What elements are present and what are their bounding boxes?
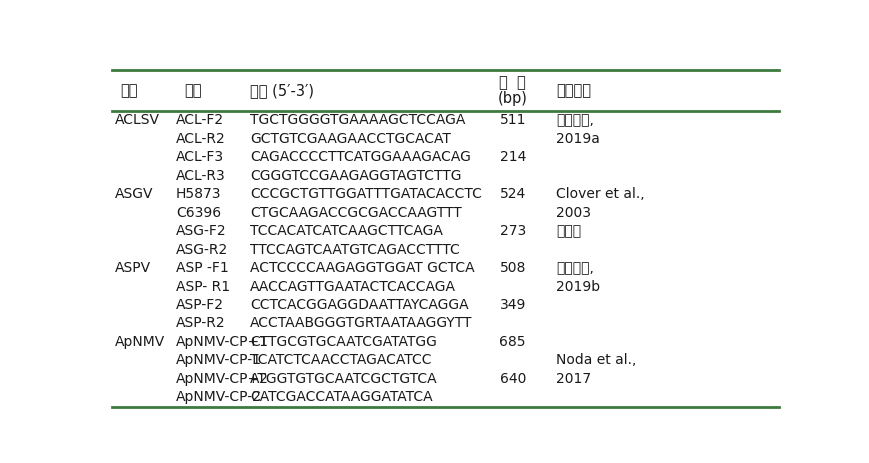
Text: ATGGTGTGCAATCGCTGTCA: ATGGTGTGCAATCGCTGTCA: [250, 372, 438, 386]
Text: CATCGACCATAAGGATATCA: CATCGACCATAAGGATATCA: [250, 390, 433, 405]
Text: 524: 524: [500, 187, 526, 201]
Text: CTTGCGTGCAATCGATATGG: CTTGCGTGCAATCGATATGG: [250, 335, 437, 349]
Text: 640: 640: [500, 372, 526, 386]
Text: ACL-R3: ACL-R3: [176, 169, 226, 182]
Text: 349: 349: [500, 298, 526, 312]
Text: TTCCAGTCAATGTCAGACCTTTC: TTCCAGTCAATGTCAGACCTTTC: [250, 243, 460, 257]
Text: 大  小: 大 小: [500, 75, 526, 90]
Text: ApNMV-CP-1: ApNMV-CP-1: [176, 353, 262, 368]
Text: ApNMV-CP-2: ApNMV-CP-2: [176, 390, 262, 405]
Text: CCTCACGGAGGDAATTAYCAGGA: CCTCACGGAGGDAATTAYCAGGA: [250, 298, 468, 312]
Text: ACLSV: ACLSV: [116, 113, 161, 127]
Text: C6396: C6396: [176, 206, 221, 219]
Text: ACL-F3: ACL-F3: [176, 150, 224, 164]
Text: 685: 685: [500, 335, 526, 349]
Text: 2017: 2017: [556, 372, 592, 386]
Text: Noda et al.,: Noda et al.,: [556, 353, 637, 368]
Text: ACCTAABGGGTGRTAATAAGGYTT: ACCTAABGGGTGRTAATAAGGYTT: [250, 317, 473, 331]
Text: (bp): (bp): [498, 91, 527, 106]
Text: ASP-F2: ASP-F2: [176, 298, 224, 312]
Text: 胡国君等,: 胡国君等,: [556, 261, 594, 275]
Text: 胡国君等,: 胡国君等,: [556, 113, 594, 127]
Text: ACTCCCCAAGAGGTGGAT GCTCA: ACTCCCCAAGAGGTGGAT GCTCA: [250, 261, 474, 275]
Text: 511: 511: [500, 113, 526, 127]
Text: GCTGTCGAAGAACCTGCACAT: GCTGTCGAAGAACCTGCACAT: [250, 131, 451, 145]
Text: 本研究: 本研究: [556, 224, 581, 238]
Text: 2003: 2003: [556, 206, 592, 219]
Text: CAGACCCCTTCATGGAAAGACAG: CAGACCCCTTCATGGAAAGACAG: [250, 150, 471, 164]
Text: CTGCAAGACCGCGACCAAGTTT: CTGCAAGACCGCGACCAAGTTT: [250, 206, 461, 219]
Text: 273: 273: [500, 224, 526, 238]
Text: 病毒: 病毒: [120, 83, 137, 98]
Text: ApNMV-CP+1: ApNMV-CP+1: [176, 335, 269, 349]
Text: ASP -F1: ASP -F1: [176, 261, 229, 275]
Text: 2019a: 2019a: [556, 131, 600, 145]
Text: 2019b: 2019b: [556, 280, 600, 294]
Text: ApNMV: ApNMV: [116, 335, 166, 349]
Text: 参考文献: 参考文献: [556, 83, 592, 98]
Text: ACL-R2: ACL-R2: [176, 131, 226, 145]
Text: TCATCTCAACCTAGACATCC: TCATCTCAACCTAGACATCC: [250, 353, 432, 368]
Text: 508: 508: [500, 261, 526, 275]
Text: AACCAGTTGAATACTCACCAGA: AACCAGTTGAATACTCACCAGA: [250, 280, 456, 294]
Text: ASPV: ASPV: [116, 261, 151, 275]
Text: H5873: H5873: [176, 187, 222, 201]
Text: 214: 214: [500, 150, 526, 164]
Text: 引物: 引物: [184, 83, 202, 98]
Text: ASGV: ASGV: [116, 187, 154, 201]
Text: ASP- R1: ASP- R1: [176, 280, 230, 294]
Text: CCCGCTGTTGGATTTGATACACCTC: CCCGCTGTTGGATTTGATACACCTC: [250, 187, 482, 201]
Text: ASP-R2: ASP-R2: [176, 317, 226, 331]
Text: ACL-F2: ACL-F2: [176, 113, 224, 127]
Text: ASG-R2: ASG-R2: [176, 243, 229, 257]
Text: ApNMV-CP+2: ApNMV-CP+2: [176, 372, 269, 386]
Text: 序列 (5′-3′): 序列 (5′-3′): [250, 83, 314, 98]
Text: CGGGTCCGAAGAGGTAGTCTTG: CGGGTCCGAAGAGGTAGTCTTG: [250, 169, 461, 182]
Text: ASG-F2: ASG-F2: [176, 224, 227, 238]
Text: Clover et al.,: Clover et al.,: [556, 187, 645, 201]
Text: TGCTGGGGTGAAAAGCTCCAGA: TGCTGGGGTGAAAAGCTCCAGA: [250, 113, 466, 127]
Text: TCCACATCATCAAGCTTCAGA: TCCACATCATCAAGCTTCAGA: [250, 224, 443, 238]
